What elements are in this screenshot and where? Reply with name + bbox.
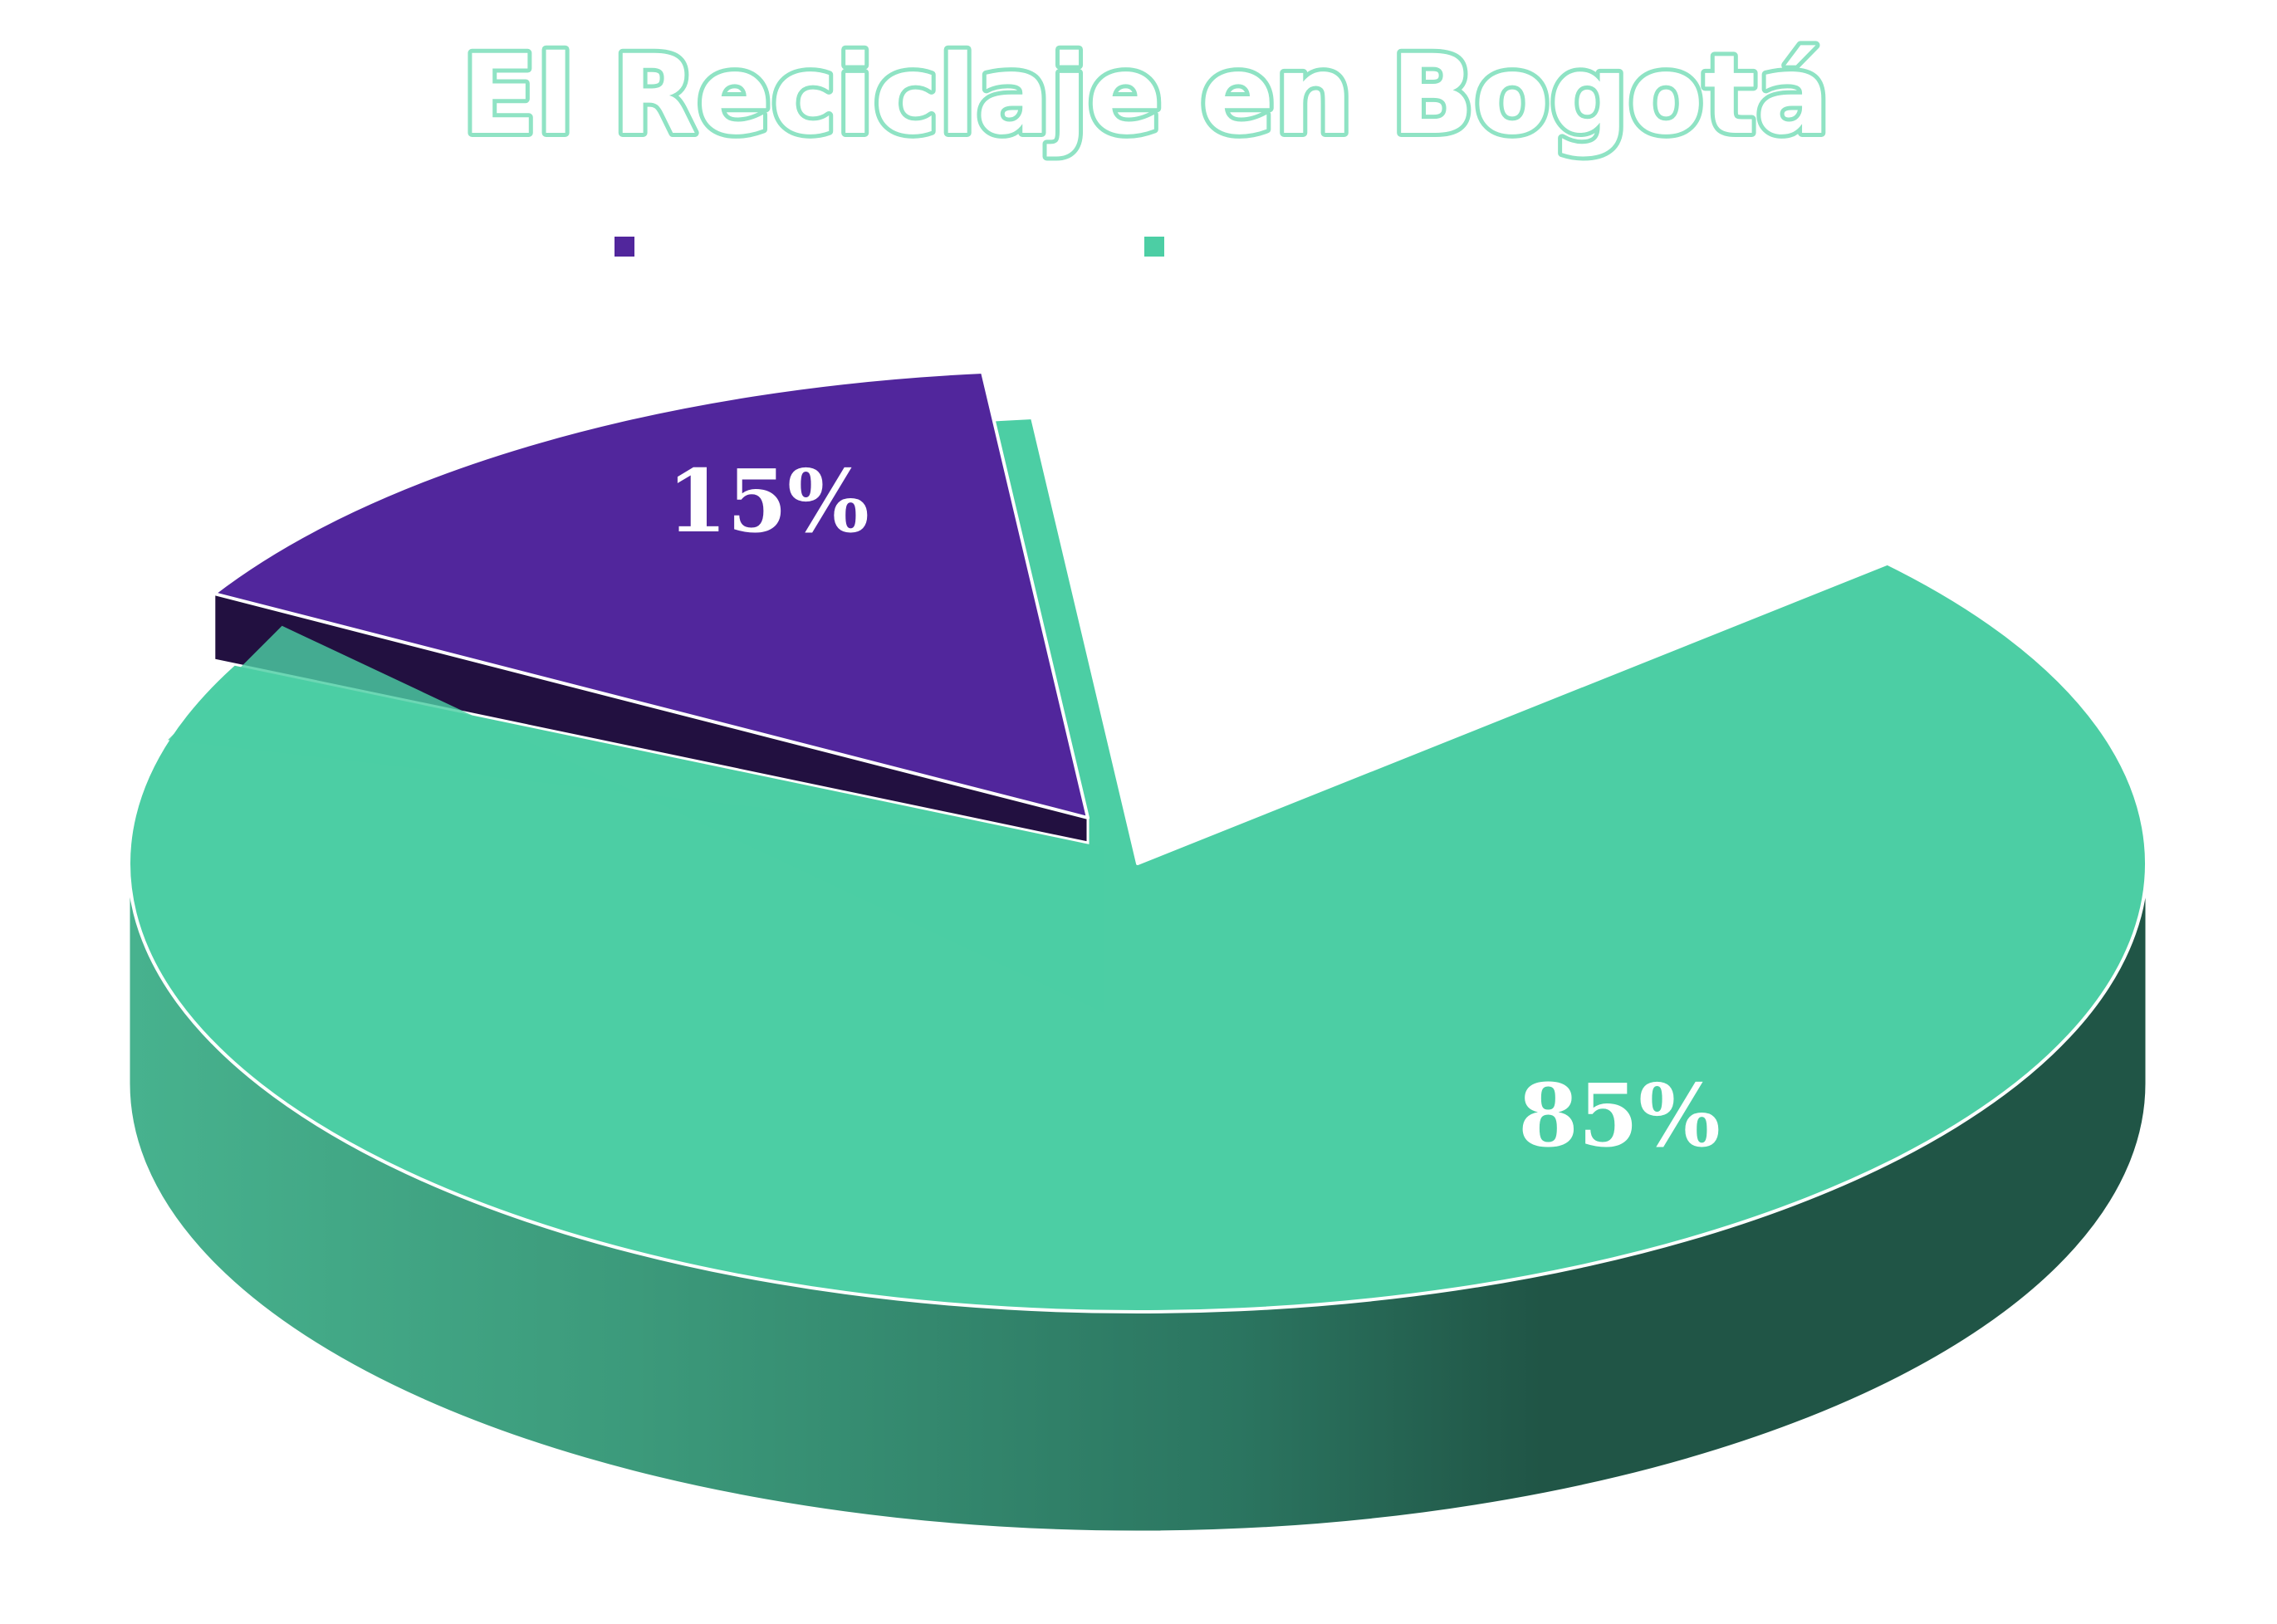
data-label-85: 85% — [1518, 1064, 1721, 1167]
chart-legend — [615, 237, 1164, 257]
legend-swatch-not-recycled — [1144, 237, 1164, 257]
data-label-15: 15% — [667, 450, 869, 552]
legend-swatch-recycled — [615, 237, 634, 257]
slice-overlap-shade — [168, 625, 1105, 1013]
chart-title: El Reciclaje en Bogotá — [462, 32, 1829, 159]
pie-slice-15 — [212, 370, 1090, 819]
